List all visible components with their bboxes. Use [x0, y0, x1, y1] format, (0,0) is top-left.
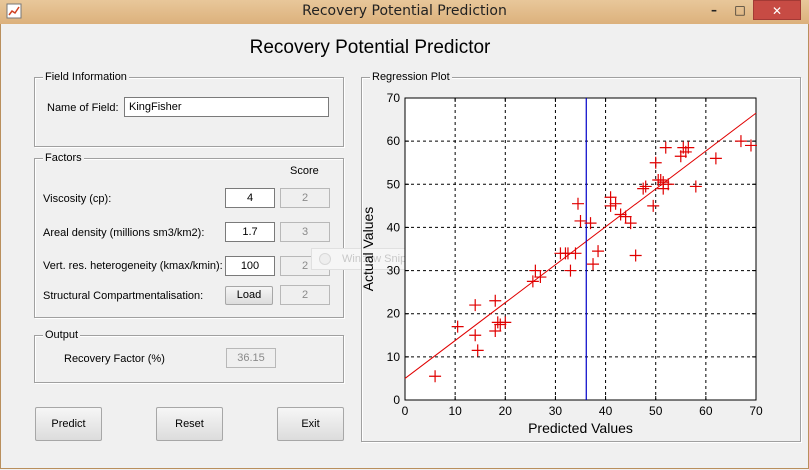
page-title: Recovery Potential Predictor: [249, 37, 491, 58]
panel-title: Output: [43, 329, 81, 341]
recovery-factor-label: Recovery Factor (%): [64, 353, 165, 365]
score-header: Score: [290, 165, 319, 177]
output-panel: Output: [34, 329, 344, 383]
reset-button[interactable]: Reset: [156, 407, 223, 441]
panel-title: Factors: [43, 152, 84, 164]
viscosity-label: Viscosity (cp):: [43, 193, 112, 205]
exit-button[interactable]: Exit: [277, 407, 344, 441]
areal-density-input[interactable]: 1.7: [225, 222, 275, 242]
recovery-factor-value: 36.15: [226, 348, 276, 368]
areal-density-score: 3: [280, 222, 330, 242]
areal-density-label: Areal density (millions sm3/km2):: [43, 227, 205, 239]
factors-panel: Factors: [34, 152, 344, 318]
maximize-button[interactable]: □: [734, 3, 746, 17]
viscosity-score: 2: [280, 188, 330, 208]
title-bar: Recovery Potential Prediction – □ ✕: [0, 0, 809, 25]
compartment-score: 2: [280, 285, 330, 305]
field-name-input[interactable]: KingFisher: [124, 97, 329, 117]
field-information-panel: Field Information: [34, 71, 344, 147]
matlab-figure-icon: [6, 3, 22, 19]
field-name-label: Name of Field:: [47, 102, 119, 114]
heterogeneity-input[interactable]: 100: [225, 256, 275, 276]
viscosity-input[interactable]: 4: [225, 188, 275, 208]
window-title: Recovery Potential Prediction: [302, 3, 507, 19]
heterogeneity-label: Vert. res. heterogeneity (kmax/kmin):: [43, 260, 223, 272]
close-button[interactable]: ✕: [753, 0, 801, 20]
snip-icon: [319, 253, 331, 265]
predict-button[interactable]: Predict: [35, 407, 102, 441]
snip-label: Window Snip: [342, 253, 407, 265]
load-button[interactable]: Load: [225, 286, 273, 305]
compartment-label: Structural Compartmentalisation:: [43, 290, 204, 302]
panel-title: Field Information: [43, 71, 129, 83]
panel-title: Regression Plot: [370, 71, 452, 83]
regression-plot-panel: Regression Plot: [361, 71, 801, 442]
minimize-button[interactable]: –: [711, 3, 717, 17]
